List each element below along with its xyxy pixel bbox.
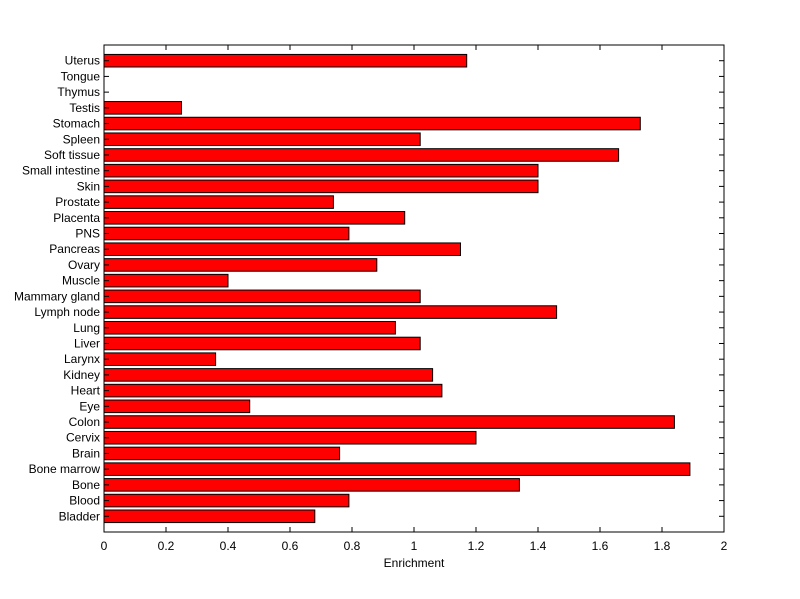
x-axis-label: Enrichment bbox=[384, 556, 445, 570]
bar-heart bbox=[103, 383, 443, 398]
bar-ovary bbox=[103, 258, 378, 272]
bar-pns bbox=[103, 226, 350, 241]
x-ticks-group: 0 0.2 0.4 0.6 0.8 1 1.2 1.4 1.6 1.8 2 bbox=[101, 45, 728, 553]
bar-lung bbox=[103, 320, 396, 335]
y-tick-label-heart: Heart bbox=[71, 384, 101, 398]
bar-bone bbox=[103, 478, 520, 492]
y-tick-label-testis: Testis bbox=[69, 101, 100, 115]
bar-muscle bbox=[103, 273, 229, 288]
bar-bladder bbox=[103, 509, 316, 524]
y-tick-label-placenta: Placenta bbox=[53, 211, 100, 225]
bar-testis bbox=[103, 101, 182, 115]
y-tick-label-skin: Skin bbox=[77, 179, 100, 193]
y-tick-label-blood: Blood bbox=[69, 494, 100, 508]
y-tick-label-colon: Colon bbox=[69, 415, 100, 429]
bar-placenta bbox=[103, 211, 406, 225]
y-tick-label-bladder: Bladder bbox=[59, 509, 100, 523]
bar-stomach bbox=[103, 116, 641, 131]
y-tick-label-liver: Liver bbox=[74, 336, 100, 350]
bar-soft-tissue bbox=[103, 148, 620, 162]
y-tick-label-tongue: Tongue bbox=[61, 69, 101, 83]
y-tick-label-kidney: Kidney bbox=[63, 368, 100, 382]
y-tick-label-muscle: Muscle bbox=[62, 274, 100, 288]
bar-larynx bbox=[103, 352, 217, 366]
bar-liver bbox=[103, 336, 421, 351]
bar-kidney bbox=[103, 368, 434, 382]
bar-pancreas bbox=[103, 242, 461, 257]
bar-lymph-node bbox=[103, 305, 558, 319]
x-tick-label-3: 0.6 bbox=[282, 539, 299, 553]
plot-frame bbox=[103, 44, 725, 533]
x-tick-label-2: 0.4 bbox=[220, 539, 237, 553]
bar-mammary-gland bbox=[103, 289, 421, 304]
y-tick-label-bone: Bone bbox=[72, 478, 100, 492]
y-tick-label-small-intestine: Small intestine bbox=[22, 164, 100, 178]
bar-bone-marrow bbox=[103, 462, 691, 476]
y-tick-label-thymus: Thymus bbox=[57, 85, 100, 99]
y-tick-label-pancreas: Pancreas bbox=[49, 242, 100, 256]
y-tick-label-cervix: Cervix bbox=[66, 431, 100, 445]
bar-colon bbox=[103, 415, 675, 429]
bar-brain bbox=[103, 446, 341, 461]
x-tick-label-1: 0.2 bbox=[158, 539, 175, 553]
x-tick-label-7: 1.4 bbox=[530, 539, 547, 553]
y-tick-label-ovary: Ovary bbox=[68, 258, 100, 272]
y-tick-label-larynx: Larynx bbox=[64, 352, 100, 366]
y-tick-label-mammary-gland: Mammary gland bbox=[14, 289, 100, 303]
bar-prostate bbox=[103, 195, 334, 209]
x-tick-label-5: 1 bbox=[411, 539, 418, 553]
x-tick-label-10: 2 bbox=[721, 539, 728, 553]
y-tick-label-brain: Brain bbox=[72, 446, 100, 460]
bar-cervix bbox=[103, 430, 477, 445]
bar-skin bbox=[103, 179, 539, 194]
y-tick-label-soft-tissue: Soft tissue bbox=[44, 148, 100, 162]
x-tick-label-4: 0.8 bbox=[344, 539, 361, 553]
x-tick-label-8: 1.6 bbox=[592, 539, 609, 553]
y-tick-label-uterus: Uterus bbox=[65, 54, 100, 68]
y-tick-label-lymph-node: Lymph node bbox=[34, 305, 100, 319]
y-tick-label-stomach: Stomach bbox=[53, 117, 100, 131]
bar-blood bbox=[103, 493, 350, 508]
bars-group bbox=[103, 53, 691, 524]
x-tick-label-6: 1.2 bbox=[468, 539, 485, 553]
y-tick-label-spleen: Spleen bbox=[63, 132, 100, 146]
bar-spleen bbox=[103, 132, 421, 147]
y-tick-label-bone-marrow: Bone marrow bbox=[29, 462, 101, 476]
bar-uterus bbox=[103, 53, 468, 68]
x-tick-label-9: 1.8 bbox=[654, 539, 671, 553]
y-tick-label-prostate: Prostate bbox=[55, 195, 100, 209]
bar-small-intestine bbox=[103, 163, 539, 178]
y-tick-label-pns: PNS bbox=[75, 227, 100, 241]
y-tick-label-lung: Lung bbox=[73, 321, 100, 335]
y-tick-label-eye: Eye bbox=[79, 399, 100, 413]
bar-eye bbox=[103, 399, 251, 414]
x-tick-label-0: 0 bbox=[101, 539, 108, 553]
